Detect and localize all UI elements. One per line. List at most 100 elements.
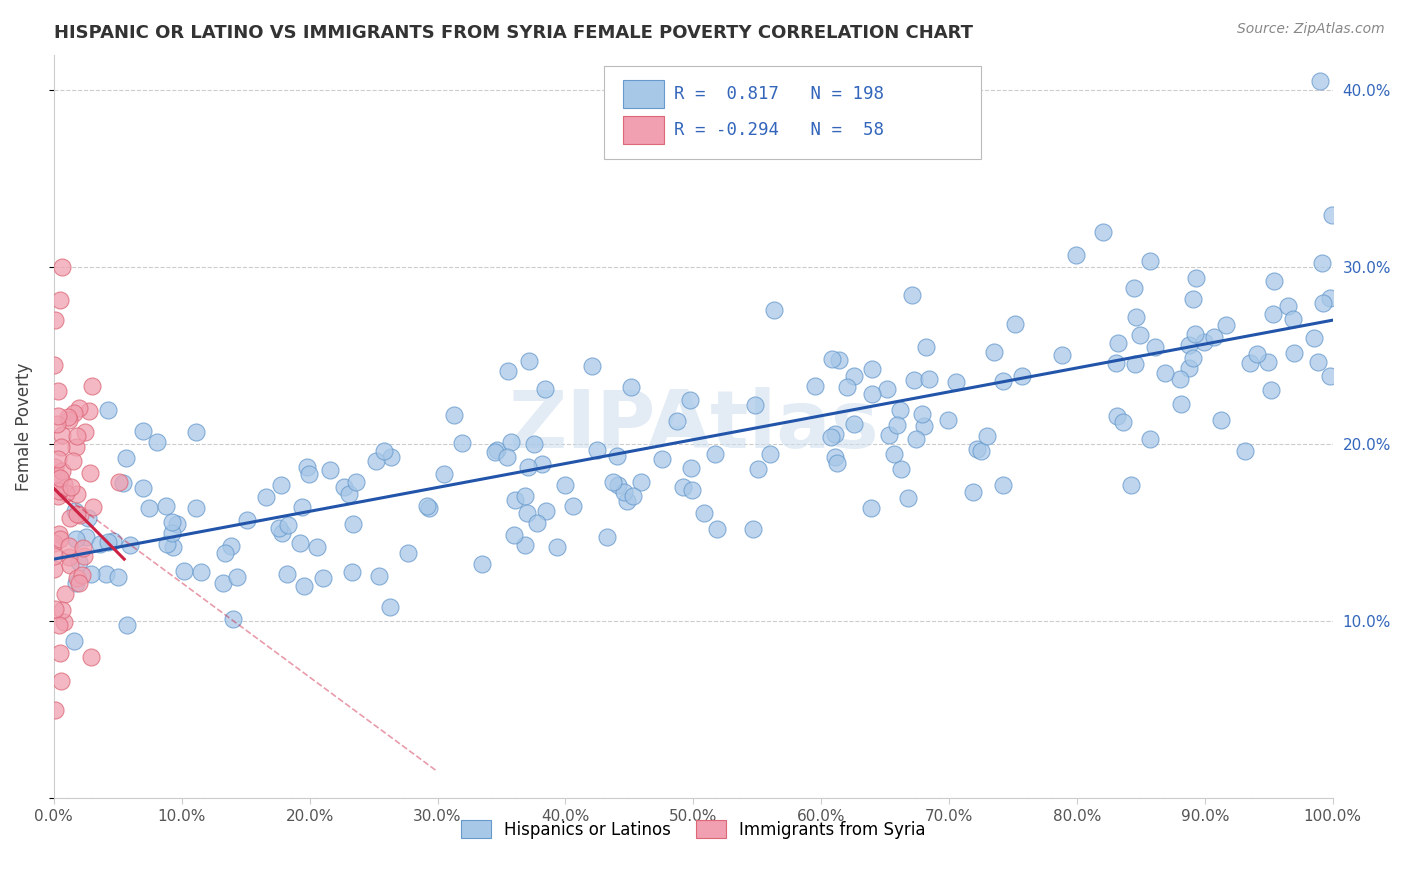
Point bbox=[513, 538, 536, 552]
Point bbox=[433, 467, 456, 482]
Point bbox=[1263, 274, 1285, 288]
Bar bbox=[623, 116, 664, 144]
Point bbox=[1182, 351, 1205, 366]
Point bbox=[1312, 256, 1334, 270]
Point bbox=[48, 484, 70, 499]
Point bbox=[364, 453, 387, 467]
Point bbox=[80, 566, 103, 581]
Point bbox=[616, 493, 638, 508]
Point bbox=[879, 428, 901, 442]
Point bbox=[1182, 292, 1205, 306]
Point bbox=[66, 571, 89, 585]
Point bbox=[212, 576, 235, 591]
Point bbox=[1125, 310, 1147, 324]
Point bbox=[45, 467, 67, 481]
Point bbox=[132, 481, 155, 495]
Point bbox=[484, 445, 506, 459]
Point bbox=[918, 372, 941, 386]
Point bbox=[332, 480, 354, 494]
Point bbox=[44, 460, 66, 475]
Point bbox=[115, 450, 138, 465]
Y-axis label: Female Poverty: Female Poverty bbox=[15, 362, 32, 491]
Point bbox=[368, 569, 391, 583]
Point bbox=[665, 414, 688, 428]
Point bbox=[886, 417, 908, 432]
Point bbox=[945, 375, 967, 389]
Point bbox=[162, 515, 184, 529]
Point bbox=[51, 674, 73, 689]
Point bbox=[581, 359, 603, 373]
Point bbox=[222, 611, 245, 625]
Point bbox=[173, 564, 195, 578]
Point bbox=[1282, 346, 1305, 360]
Point bbox=[111, 476, 134, 491]
Point bbox=[1178, 337, 1201, 351]
Point bbox=[44, 313, 66, 327]
Point bbox=[132, 424, 155, 438]
FancyBboxPatch shape bbox=[603, 66, 981, 159]
Point bbox=[58, 550, 80, 565]
Point bbox=[62, 453, 84, 467]
Point bbox=[48, 409, 70, 423]
Point bbox=[679, 460, 702, 475]
Point bbox=[82, 379, 104, 393]
Point bbox=[62, 406, 84, 420]
Point bbox=[307, 540, 329, 554]
Point bbox=[523, 437, 546, 451]
Point bbox=[1107, 335, 1129, 350]
Point bbox=[48, 617, 70, 632]
Point bbox=[51, 603, 73, 617]
Point bbox=[1105, 356, 1128, 370]
Point bbox=[221, 539, 243, 553]
Point bbox=[970, 444, 993, 458]
Point bbox=[226, 570, 249, 584]
Point bbox=[486, 442, 509, 457]
Point bbox=[1246, 347, 1268, 361]
Point bbox=[67, 576, 90, 591]
Point bbox=[1282, 311, 1305, 326]
Point bbox=[66, 508, 89, 522]
Point bbox=[1139, 433, 1161, 447]
Point bbox=[311, 571, 333, 585]
Point bbox=[450, 436, 472, 450]
Point bbox=[825, 456, 848, 470]
Point bbox=[936, 412, 959, 426]
Point bbox=[1091, 225, 1114, 239]
Point bbox=[214, 546, 236, 560]
Point bbox=[51, 260, 73, 274]
Point bbox=[1263, 307, 1285, 321]
Point bbox=[1125, 357, 1147, 371]
Point bbox=[396, 546, 419, 560]
Point bbox=[991, 478, 1014, 492]
Point bbox=[48, 526, 70, 541]
Point bbox=[503, 492, 526, 507]
Point bbox=[146, 435, 169, 450]
Point bbox=[471, 558, 494, 572]
Point bbox=[1122, 280, 1144, 294]
Point bbox=[595, 530, 617, 544]
Point bbox=[897, 491, 920, 505]
Point bbox=[1260, 383, 1282, 397]
Point bbox=[271, 526, 294, 541]
Point bbox=[49, 646, 72, 660]
Point bbox=[380, 450, 402, 464]
Point bbox=[1257, 355, 1279, 369]
Point bbox=[1178, 361, 1201, 376]
Point bbox=[499, 434, 522, 449]
Point bbox=[651, 452, 673, 467]
Point bbox=[1052, 348, 1074, 362]
Point bbox=[1204, 330, 1226, 344]
Point bbox=[73, 425, 96, 440]
Point bbox=[890, 462, 912, 476]
Point bbox=[531, 457, 554, 471]
Point bbox=[235, 513, 257, 527]
Point bbox=[516, 506, 538, 520]
Point bbox=[536, 504, 558, 518]
Point bbox=[983, 344, 1005, 359]
Point bbox=[290, 500, 312, 514]
Point bbox=[44, 703, 66, 717]
Point bbox=[693, 506, 716, 520]
Point bbox=[1168, 372, 1191, 386]
Point bbox=[342, 516, 364, 531]
Point bbox=[415, 499, 437, 513]
